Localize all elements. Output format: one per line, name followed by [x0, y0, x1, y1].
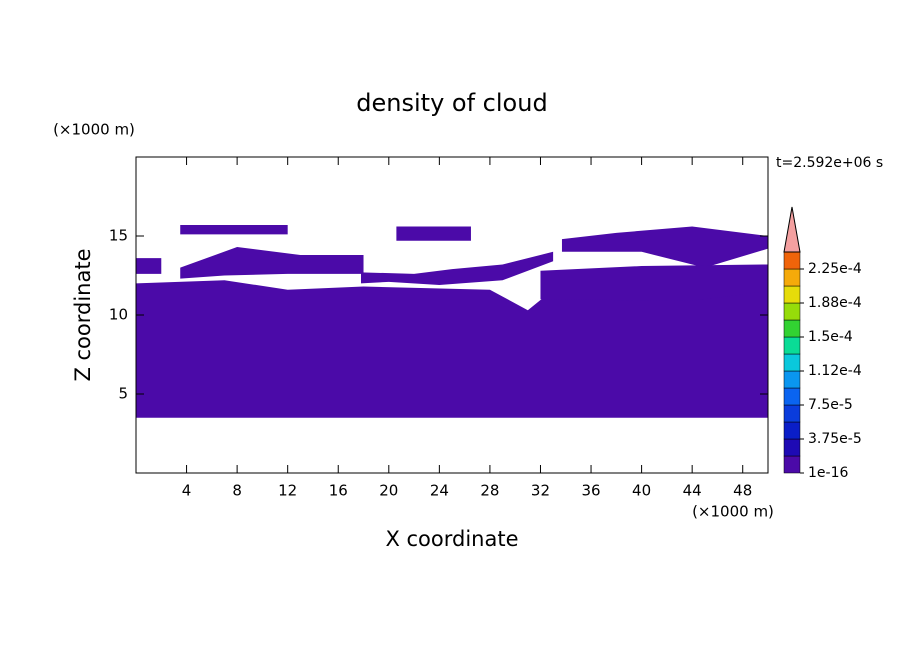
contour-region [180, 224, 288, 235]
colorbar-extend [783, 206, 801, 253]
contour-region [360, 251, 554, 285]
colorbar-band [783, 370, 801, 389]
colorbar-label: 7.5e-5 [808, 397, 853, 413]
x-tick-label: 12 [278, 482, 297, 500]
colorbar-band [783, 319, 801, 338]
x-tick-label: 32 [531, 482, 550, 500]
colorbar-band [783, 302, 801, 321]
colorbar-label: 1.88e-4 [808, 295, 862, 311]
contour-region [136, 280, 768, 418]
colorbar-label: 1.12e-4 [808, 363, 862, 379]
colorbar-label: 1e-16 [808, 465, 848, 481]
x-tick-label: 16 [329, 482, 348, 500]
colorbar-band [783, 336, 801, 355]
x-tick-label: 20 [379, 482, 398, 500]
y-tick-label: 10 [109, 306, 128, 324]
colorbar-label: 1.5e-4 [808, 329, 853, 345]
x-tick-label: 8 [232, 482, 242, 500]
y-axis-title: Z coordinate [71, 248, 95, 381]
time-label: t=2.592e+06 s [776, 155, 883, 171]
colorbar-band [783, 268, 801, 287]
colorbar-band [783, 421, 801, 440]
contour-region [180, 247, 364, 279]
contour-region [136, 258, 162, 274]
colorbar-band [783, 455, 801, 474]
chart-title: density of cloud [356, 89, 547, 117]
y-tick-label: 15 [109, 227, 128, 245]
x-tick-label: 24 [430, 482, 449, 500]
x-tick-label: 48 [733, 482, 752, 500]
contour-region [396, 226, 471, 241]
colorbar-band [783, 438, 801, 457]
x-tick-label: 4 [182, 482, 192, 500]
colorbar-label: 3.75e-5 [808, 431, 862, 447]
y-tick-label: 5 [118, 385, 128, 403]
x-tick-label: 40 [632, 482, 651, 500]
contour-region [561, 226, 768, 268]
x-tick-label: 28 [480, 482, 499, 500]
x-tick-label: 44 [683, 482, 702, 500]
colorbar-band [783, 404, 801, 423]
colorbar-band [783, 251, 801, 270]
y-unit: (×1000 m) [53, 121, 135, 139]
colorbar-band [783, 285, 801, 304]
colorbar-band [783, 353, 801, 372]
contour-region [540, 264, 768, 301]
x-unit: (×1000 m) [692, 503, 774, 521]
x-axis-title: X coordinate [385, 527, 518, 551]
colorbar-label: 2.25e-4 [808, 261, 862, 277]
x-tick-label: 36 [581, 482, 600, 500]
colorbar-band [783, 387, 801, 406]
